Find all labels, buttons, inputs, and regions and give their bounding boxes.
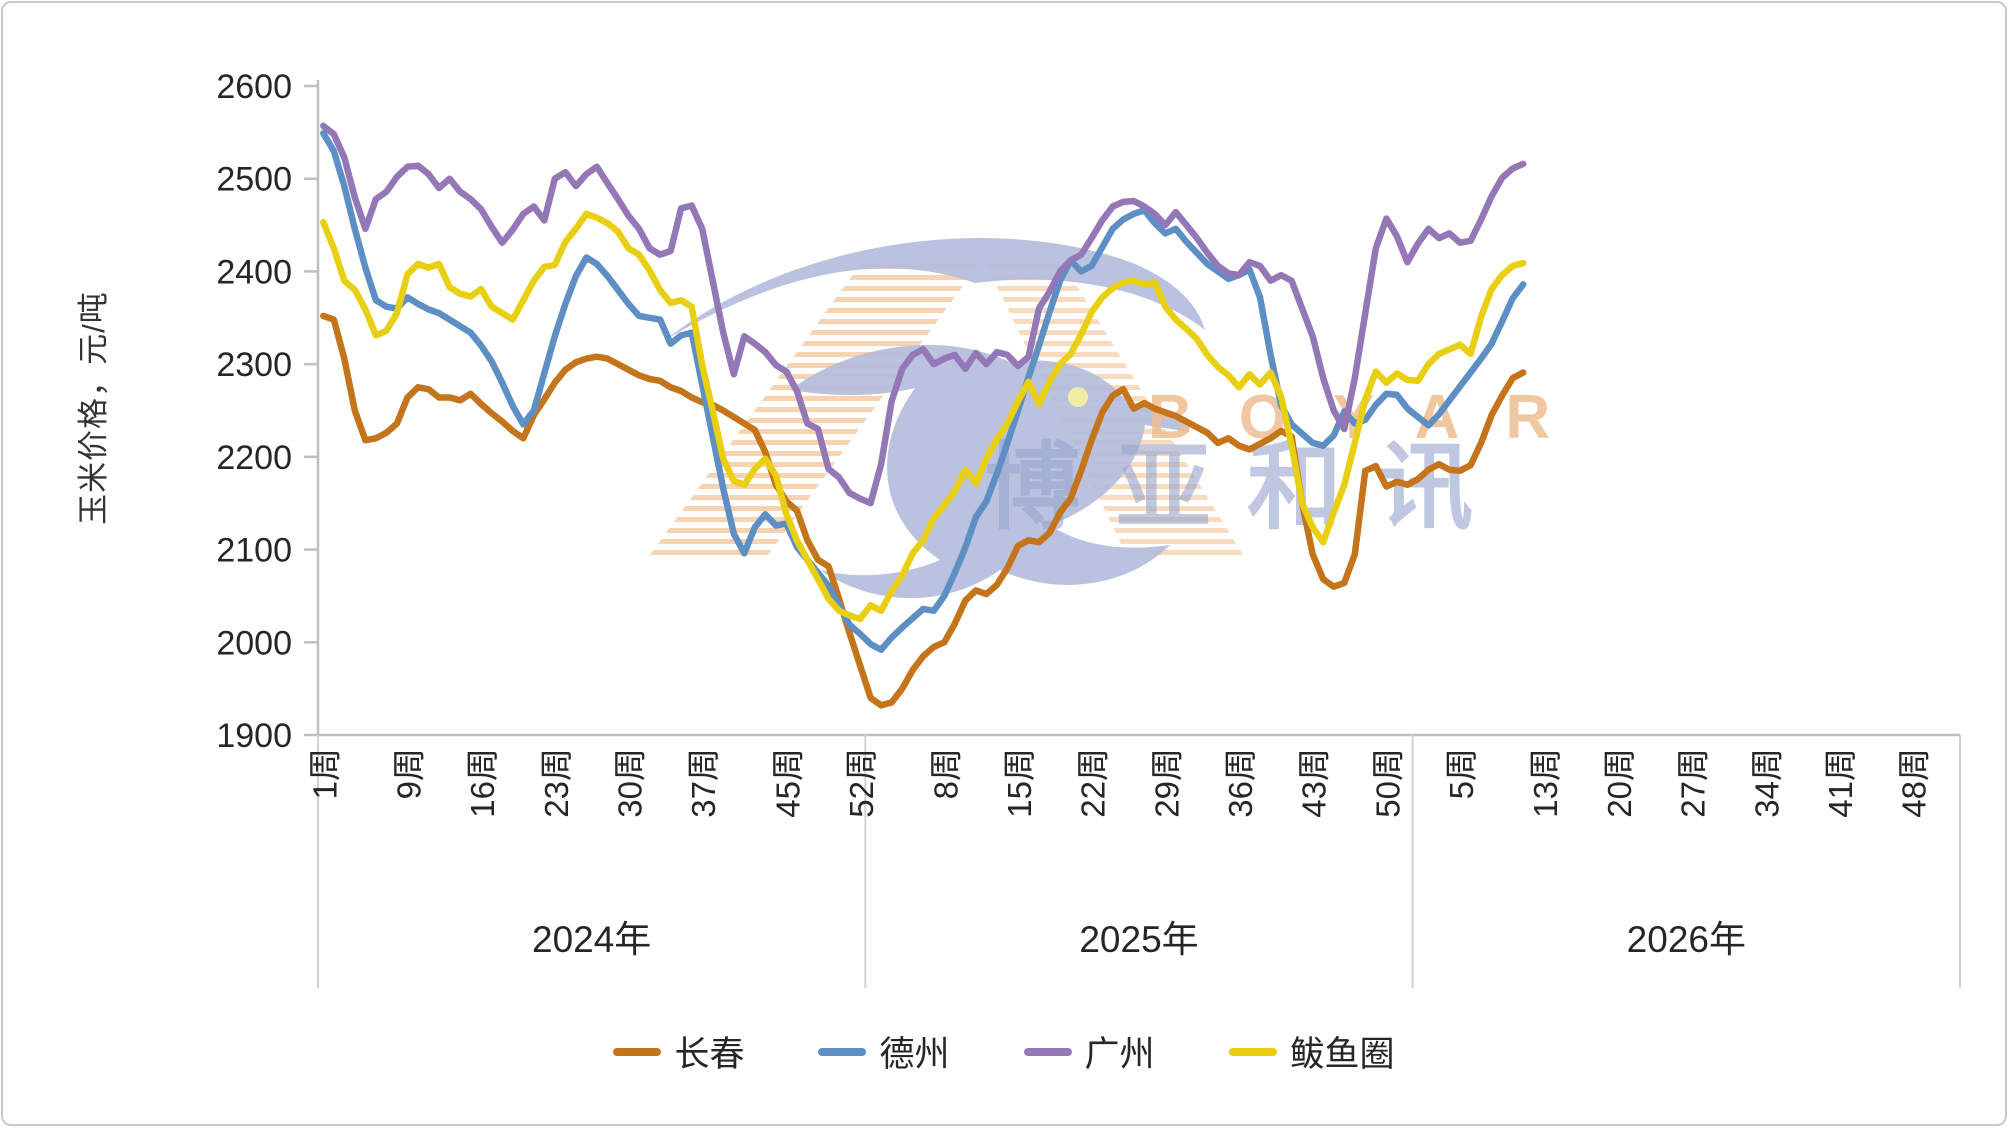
legend-label: 长春	[674, 1035, 745, 1074]
x-tick-label: 52周	[843, 748, 880, 818]
x-tick-label: 13周	[1527, 748, 1564, 818]
series-line-德州	[320, 130, 1527, 653]
x-tick-label: 48周	[1896, 748, 1933, 818]
series-line-鲅鱼圈	[320, 210, 1527, 623]
x-tick-label: 34周	[1748, 748, 1785, 818]
x-tick-label: 22周	[1075, 748, 1112, 818]
x-tick-label: 5周	[1443, 748, 1480, 799]
legend-item-德州: 德州	[818, 1026, 950, 1077]
x-tick-label: 36周	[1222, 748, 1259, 818]
y-tick-label: 2300	[216, 346, 292, 384]
y-tick-label: 2000	[216, 624, 292, 662]
legend-swatch	[818, 1047, 867, 1056]
x-tick-label: 20周	[1601, 748, 1638, 818]
x-tick-label: 29周	[1148, 748, 1185, 818]
y-tick-label: 2500	[216, 161, 292, 199]
legend-swatch	[613, 1047, 662, 1056]
y-tick-label: 1900	[216, 717, 292, 755]
x-tick-label: 9周	[390, 748, 427, 799]
y-tick-label: 2100	[216, 532, 292, 570]
x-tick-label: 1周	[306, 748, 343, 799]
legend-swatch	[1228, 1047, 1277, 1056]
legend-item-鲅鱼圈: 鲅鱼圈	[1228, 1026, 1395, 1077]
y-tick-labels: 2600 2500 2400 2300 2200 2100 2000 1900	[216, 68, 292, 755]
x-tick-label: 15周	[1001, 748, 1038, 818]
watermark-bird-eye	[1068, 387, 1088, 407]
legend: 长春 德州 广州 鲅鱼圈	[0, 1026, 2008, 1077]
series-line-长春	[320, 312, 1527, 709]
legend-swatch	[1023, 1047, 1072, 1056]
y-tick-label: 2200	[216, 439, 292, 477]
legend-label: 德州	[879, 1035, 950, 1074]
legend-item-长春: 长春	[613, 1026, 744, 1077]
axes	[304, 80, 1960, 737]
x-tick-label: 50周	[1369, 748, 1406, 818]
year-separators	[317, 735, 1961, 988]
legend-item-广州: 广州	[1023, 1026, 1155, 1077]
watermark-text-cn: 博亚和讯	[985, 435, 1509, 541]
x-year-label: 2025年	[1079, 919, 1198, 960]
x-tick-label: 23周	[538, 748, 575, 818]
x-tick-label: 27周	[1675, 748, 1712, 818]
y-tick-label: 2400	[216, 253, 292, 291]
y-tick-label: 2600	[216, 68, 292, 106]
x-tick-label: 30周	[612, 748, 649, 818]
watermark-bird-body	[790, 344, 1190, 599]
x-tick-label: 43周	[1296, 748, 1333, 818]
x-tick-label: 37周	[685, 748, 722, 818]
series-line-广州	[320, 122, 1527, 507]
legend-label: 鲅鱼圈	[1289, 1035, 1395, 1074]
legend-label: 广州	[1084, 1035, 1155, 1074]
x-year-label: 2026年	[1627, 919, 1746, 960]
x-tick-labels: 1周 9周 16周 23周 30周 37周 45周 52周 8周 15周 22周 29周 36周 43周 5…	[306, 748, 1932, 818]
x-tick-label: 16周	[464, 748, 501, 818]
x-tick-label: 41周	[1822, 748, 1859, 818]
x-year-labels: 2024年 2025年 2026年	[532, 919, 1746, 960]
x-tick-label: 45周	[769, 748, 806, 818]
series-lines	[320, 122, 1527, 709]
x-year-label: 2024年	[532, 919, 651, 960]
x-tick-label: 8周	[927, 748, 964, 799]
